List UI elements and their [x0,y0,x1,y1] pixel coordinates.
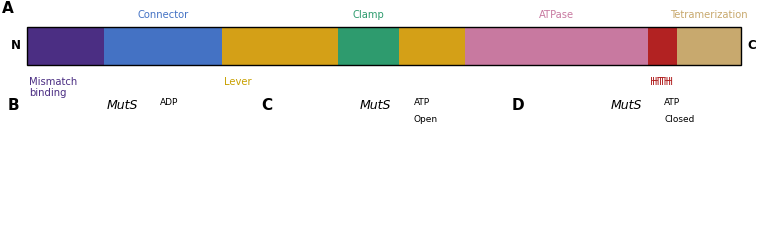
Text: MutS: MutS [106,99,137,112]
Text: ATP: ATP [664,98,680,107]
Text: A: A [2,1,14,16]
Bar [338,27,399,65]
Text: ATP: ATP [414,98,430,107]
Bar [465,27,648,65]
Text: MutS: MutS [610,99,641,112]
Text: Clamp: Clamp [353,10,384,20]
Text: C: C [262,98,273,113]
Text: Mismatch
binding: Mismatch binding [29,77,77,98]
Text: HTH: HTH [652,77,673,87]
Bar [104,27,222,65]
Text: N: N [11,39,20,52]
Text: Open: Open [414,115,438,124]
Text: Tetramerization: Tetramerization [670,10,748,20]
Text: ATPase: ATPase [539,10,574,20]
Text: Lever: Lever [224,77,252,87]
Bar [27,27,104,65]
Text: Connector: Connector [137,10,189,20]
Bar [27,27,741,65]
Bar [222,27,338,65]
Text: MutS: MutS [360,99,391,112]
Text: Closed: Closed [664,115,694,124]
Text: ADP: ADP [160,98,178,107]
Text: HTH: HTH [650,77,672,87]
Bar [648,27,677,65]
Text: B: B [8,98,19,113]
Text: D: D [512,98,525,113]
Bar [399,27,465,65]
Text: C: C [747,39,756,52]
Bar [677,27,741,65]
